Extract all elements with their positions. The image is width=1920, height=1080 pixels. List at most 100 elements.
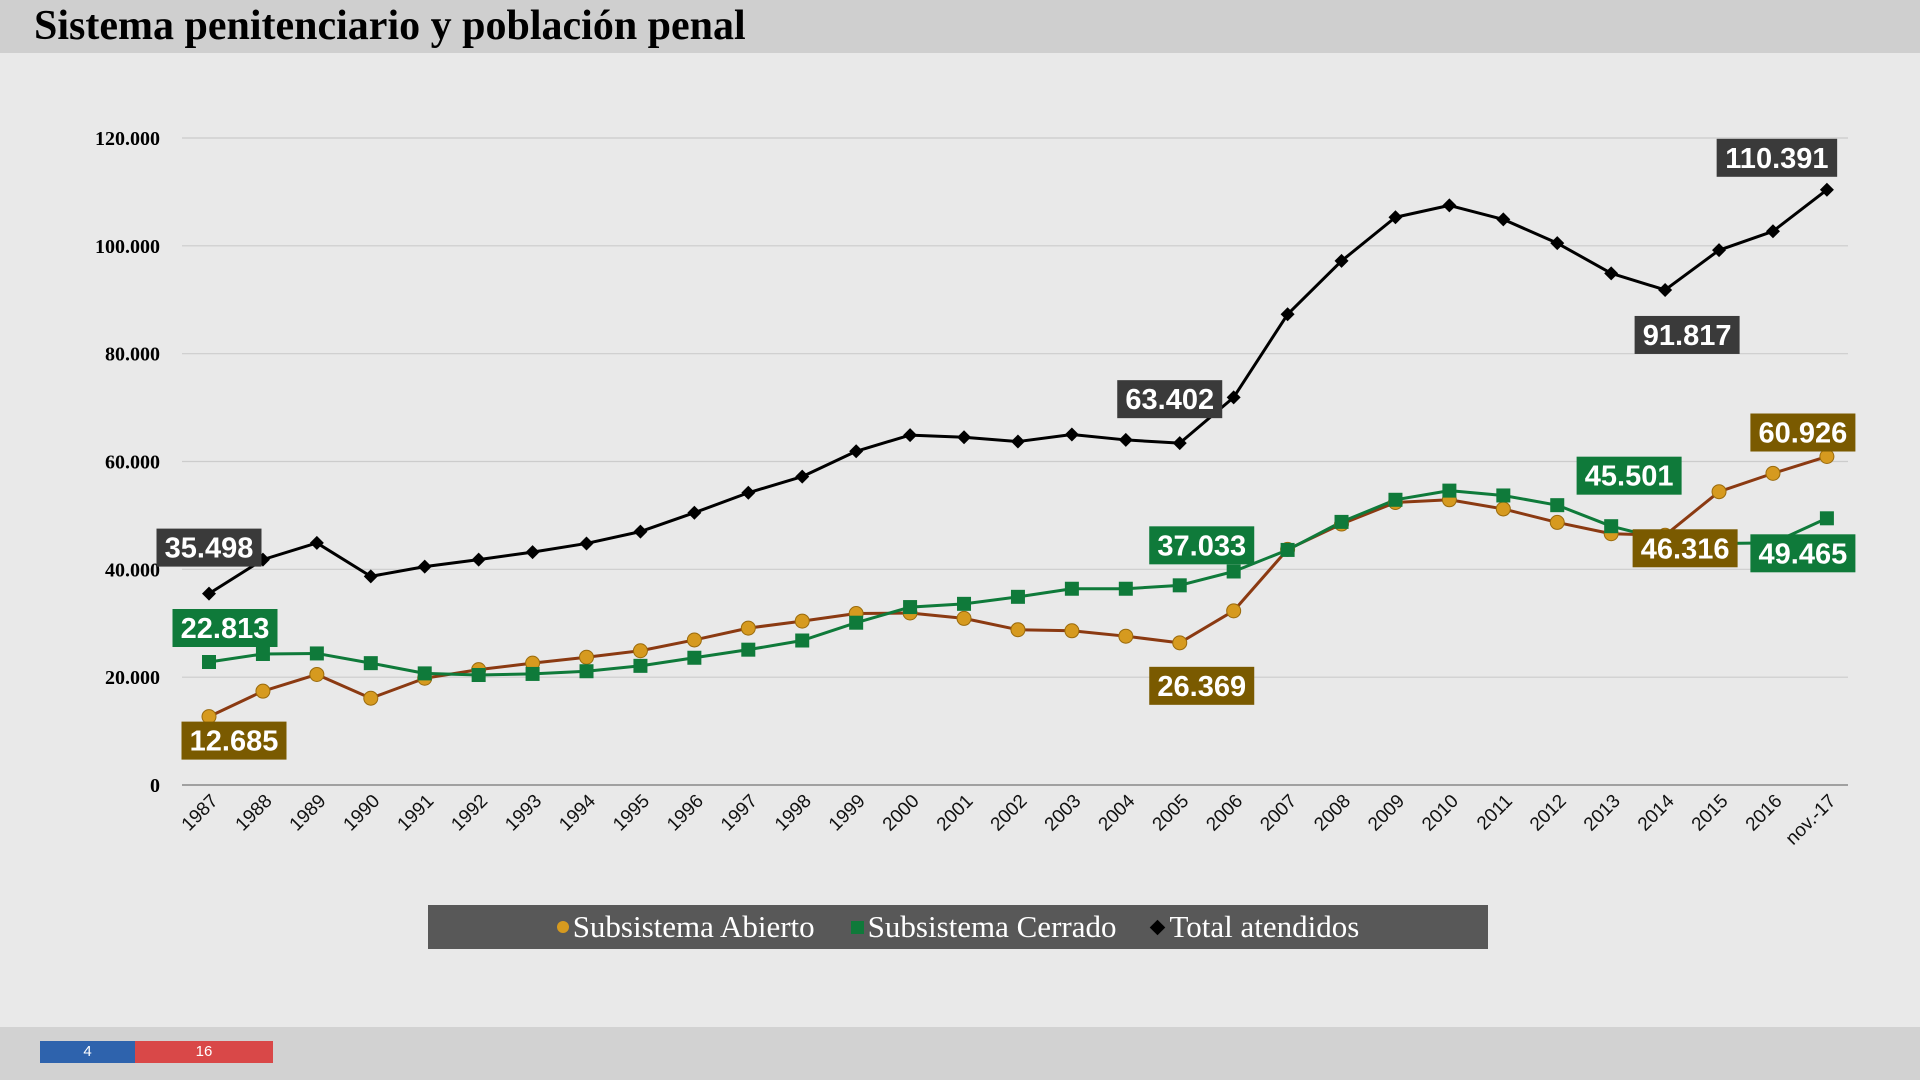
data-point-abierto	[1495, 501, 1511, 517]
data-point-cerrado	[957, 596, 972, 611]
data-point-cerrado	[1334, 514, 1349, 529]
x-tick-label: 1997	[717, 791, 762, 836]
data-point-cerrado	[795, 633, 810, 648]
x-tick-label: 1987	[178, 791, 223, 836]
x-tick-label: 2002	[987, 791, 1032, 836]
data-label-box	[1149, 526, 1255, 565]
data-point-total	[1334, 253, 1349, 268]
data-point-total	[1712, 243, 1727, 258]
data-point-cerrado	[1496, 488, 1511, 503]
data-point-abierto	[579, 649, 595, 665]
data-point-total	[1172, 436, 1187, 451]
page-title: Sistema penitenciario y población penal	[34, 3, 746, 49]
chart-legend: Subsistema Abierto Subsistema Cerrado To…	[428, 905, 1488, 949]
data-point-cerrado	[1442, 483, 1457, 498]
data-point-total	[1604, 266, 1619, 281]
data-point-abierto	[1765, 465, 1781, 481]
title-bar	[0, 0, 1920, 53]
data-point-cerrado	[309, 646, 324, 661]
data-point-total	[741, 485, 756, 500]
data-point-cerrado	[1226, 564, 1241, 579]
data-point-cerrado	[741, 642, 756, 657]
data-point-cerrado	[1550, 498, 1565, 513]
data-point-abierto	[686, 632, 702, 648]
data-point-abierto	[1549, 514, 1565, 530]
data-point-total	[1765, 224, 1780, 239]
data-point-abierto	[363, 690, 379, 706]
x-tick-label: 2010	[1418, 791, 1463, 836]
legend-label-abierto: Subsistema Abierto	[572, 909, 815, 944]
x-tick-label: 1992	[447, 791, 492, 836]
data-label: 35.498	[165, 533, 254, 565]
x-tick-label: 2013	[1580, 791, 1625, 836]
y-tick-label: 80.000	[105, 344, 160, 366]
x-tick-label: 1989	[286, 791, 331, 836]
data-point-total	[1010, 434, 1025, 449]
x-tick-label: 1991	[394, 791, 439, 836]
data-point-total	[471, 552, 486, 567]
data-point-abierto	[794, 613, 810, 629]
data-point-total	[202, 586, 216, 601]
data-label-box	[1117, 380, 1223, 419]
data-label-box	[1149, 666, 1255, 705]
data-point-total	[903, 428, 918, 443]
data-point-cerrado	[1064, 581, 1079, 596]
data-point-abierto	[1226, 603, 1242, 619]
data-point-cerrado	[202, 654, 216, 669]
data-point-cerrado	[471, 668, 486, 683]
x-tick-label: 2012	[1526, 791, 1571, 836]
y-tick-label: 40.000	[105, 559, 160, 581]
data-label: 60.926	[1759, 418, 1848, 450]
y-tick-label: 20.000	[105, 667, 160, 689]
data-label-box	[1750, 413, 1856, 452]
data-point-cerrado	[1118, 581, 1133, 596]
data-point-abierto	[1118, 628, 1134, 644]
data-point-total	[1064, 427, 1079, 442]
data-label-box	[156, 528, 262, 567]
y-tick-label: 60.000	[105, 452, 160, 474]
x-tick-label: 2000	[879, 791, 924, 836]
data-point-total	[795, 469, 810, 484]
series-line-total	[208, 188, 1828, 595]
x-tick-label: 1995	[609, 791, 654, 836]
data-point-total	[1550, 236, 1565, 251]
legend-item-abierto: Subsistema Abierto	[556, 909, 815, 945]
x-tick-label: 2004	[1095, 790, 1140, 835]
x-tick-label: 1988	[232, 791, 277, 836]
data-label: 63.402	[1125, 384, 1214, 416]
data-point-cerrado	[417, 666, 432, 681]
data-point-cerrado	[1010, 589, 1025, 604]
y-tick-label: 0	[150, 775, 160, 797]
data-point-cerrado	[1604, 519, 1619, 534]
x-tick-label: 2005	[1149, 791, 1194, 836]
x-tick-label: 2015	[1688, 791, 1733, 836]
data-point-abierto	[309, 666, 325, 682]
data-point-cerrado	[363, 656, 378, 671]
page-number-current: 4	[40, 1041, 135, 1063]
x-tick-label: 1999	[825, 791, 870, 836]
data-point-cerrado	[903, 600, 918, 615]
x-tick-label: 2007	[1256, 791, 1301, 836]
data-label-box	[172, 608, 278, 647]
data-point-total	[1442, 198, 1457, 213]
data-point-total	[1388, 210, 1403, 225]
circle-marker-icon	[556, 921, 569, 933]
data-point-abierto	[1064, 623, 1080, 639]
data-label: 26.369	[1157, 671, 1246, 703]
data-point-cerrado	[1388, 492, 1403, 507]
x-tick-label: 2006	[1202, 791, 1247, 836]
data-point-abierto	[1711, 484, 1727, 500]
data-point-total	[1118, 432, 1133, 447]
data-point-total	[1819, 182, 1834, 197]
legend-label-total: Total atendidos	[1169, 909, 1360, 944]
data-point-total	[1226, 390, 1241, 405]
y-tick-label: 120.000	[95, 128, 160, 150]
data-point-total	[633, 524, 648, 539]
page-number-total: 16	[135, 1041, 273, 1063]
data-label: 45.501	[1585, 461, 1674, 493]
data-label-box	[1750, 534, 1856, 573]
data-point-total	[849, 444, 864, 459]
data-point-total	[525, 545, 540, 560]
data-point-total	[579, 536, 594, 551]
